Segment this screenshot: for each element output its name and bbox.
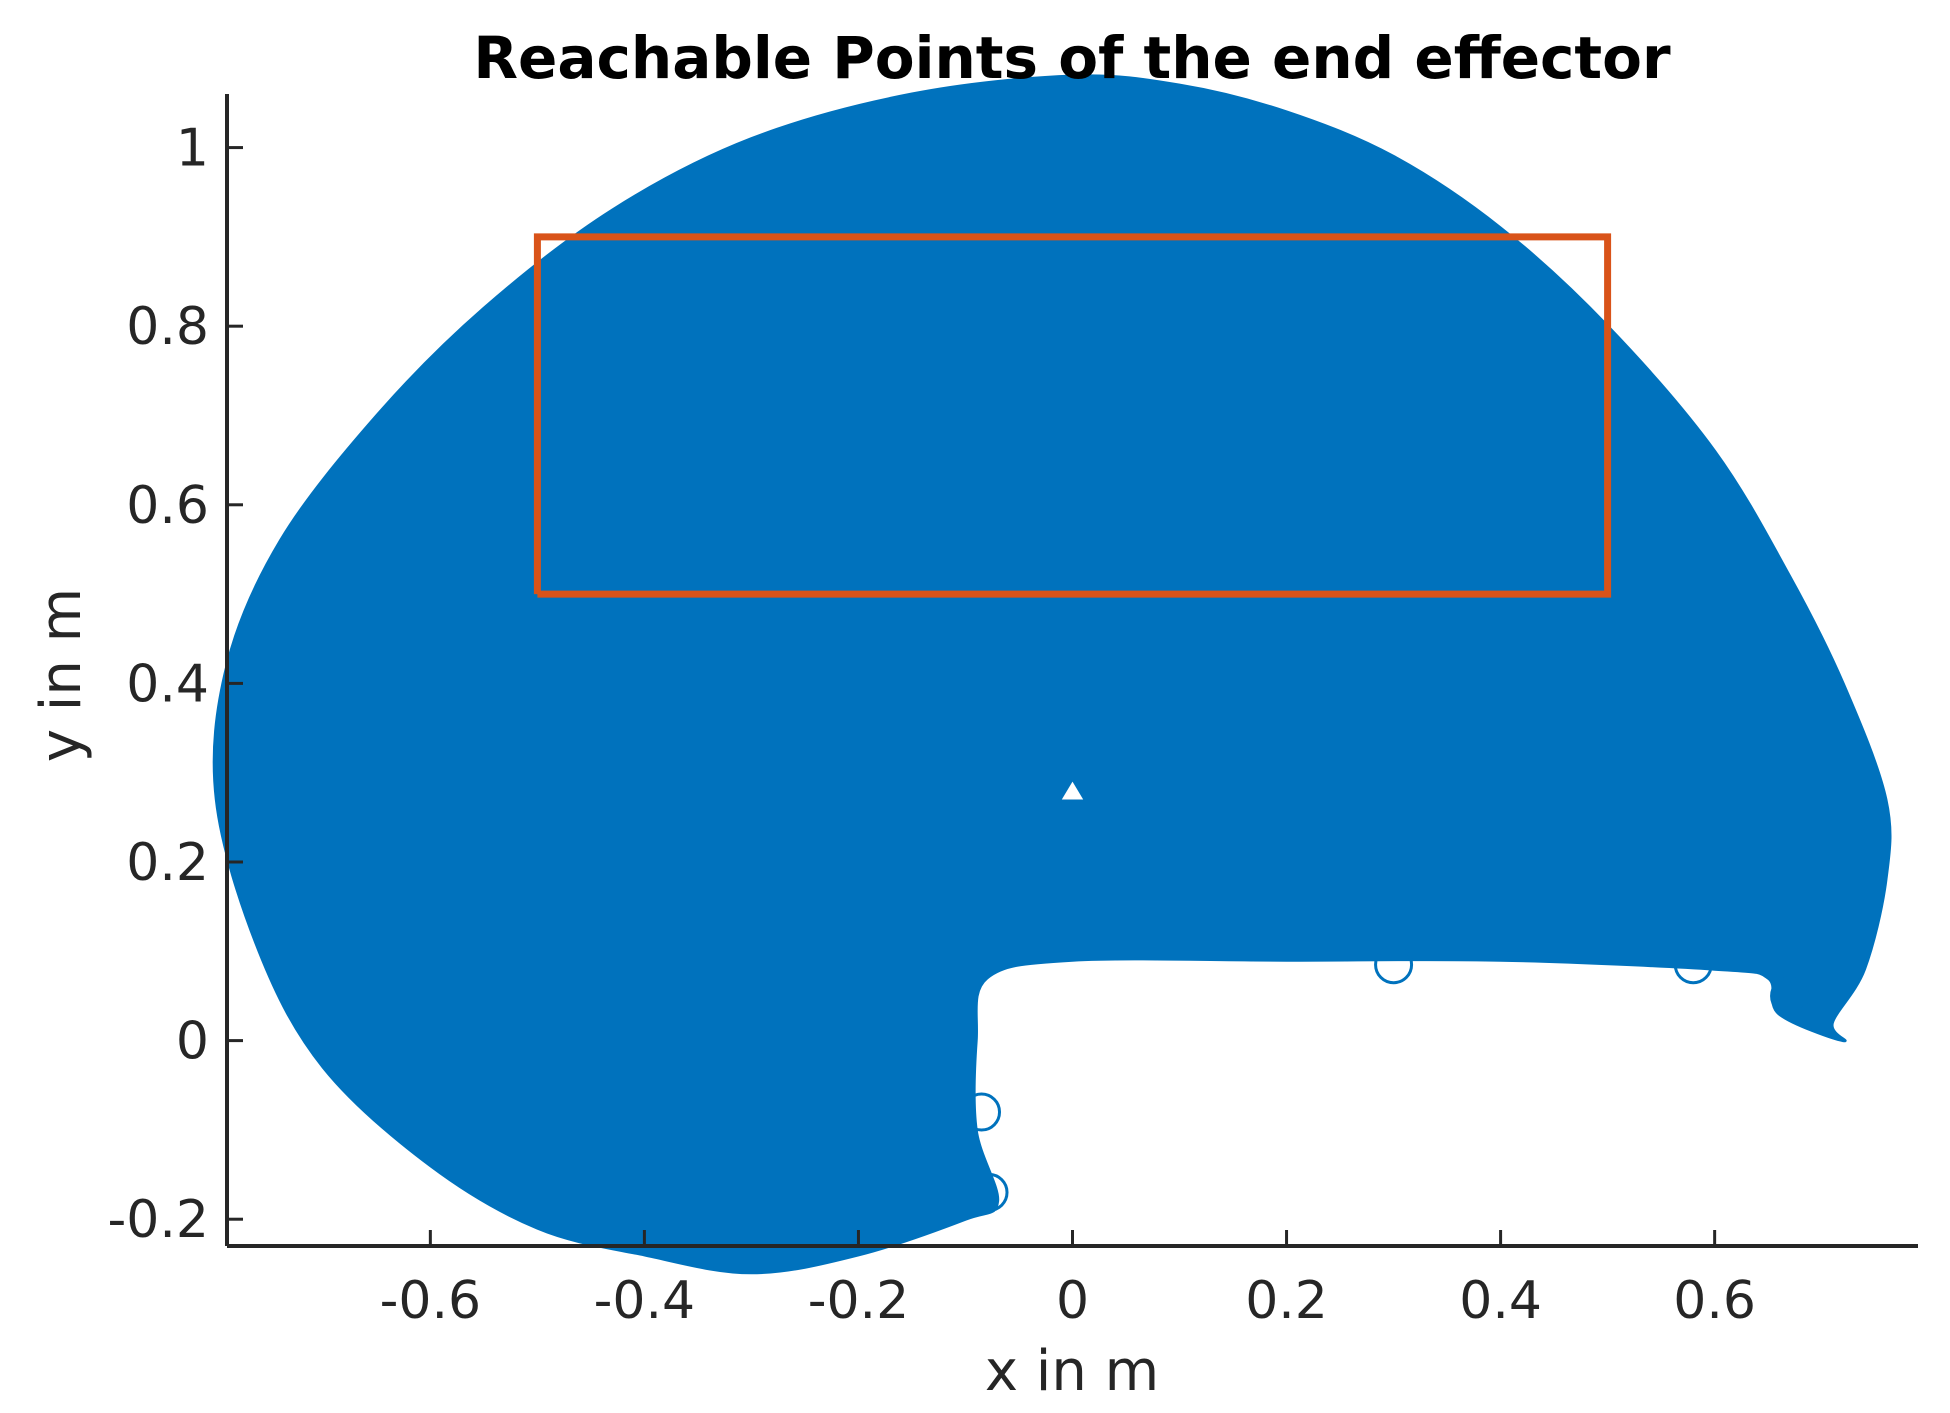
y-tick-label: 0.6	[126, 476, 209, 536]
chart-title: Reachable Points of the end effector	[473, 24, 1671, 92]
x-tick-label: 0	[1056, 1271, 1089, 1331]
reachable-point-marker	[1673, 945, 1713, 985]
y-tick-label: -0.2	[108, 1190, 209, 1250]
y-tick-label: 0.2	[126, 833, 209, 893]
y-axis-label: y in m	[29, 588, 94, 762]
reachable-point-marker	[969, 1172, 1009, 1212]
y-tick-label: 1	[176, 119, 209, 179]
x-ticks: -0.6 -0.4 -0.2 0 0.2 0.4 0.6	[380, 1230, 1756, 1331]
y-tick-label: 0.4	[126, 654, 209, 714]
workspace-rectangle-layer	[533, 233, 1612, 598]
x-tick-label: 0.6	[1673, 1271, 1756, 1331]
unreachable-notch	[1061, 781, 1084, 800]
y-ticks: -0.2 0 0.2 0.4 0.6 0.8 1	[108, 119, 243, 1250]
reachable-point-marker	[1770, 976, 1810, 1016]
reachable-points-layer	[212, 74, 1892, 1275]
x-tick-label: -0.4	[594, 1271, 695, 1331]
x-tick-label: 0.2	[1245, 1271, 1328, 1331]
x-axis-label: x in m	[985, 1339, 1159, 1404]
reachable-point-marker	[1374, 945, 1414, 985]
y-tick-label: 0.8	[126, 297, 209, 357]
workspace-rectangle	[533, 233, 1612, 598]
x-tick-label: -0.2	[808, 1271, 909, 1331]
reachable-points-region	[212, 74, 1892, 1275]
y-tick-label: 0	[176, 1012, 209, 1072]
x-tick-label: 0.4	[1459, 1271, 1542, 1331]
x-tick-label: -0.6	[380, 1271, 481, 1331]
reachable-point-marker	[962, 1092, 1002, 1132]
